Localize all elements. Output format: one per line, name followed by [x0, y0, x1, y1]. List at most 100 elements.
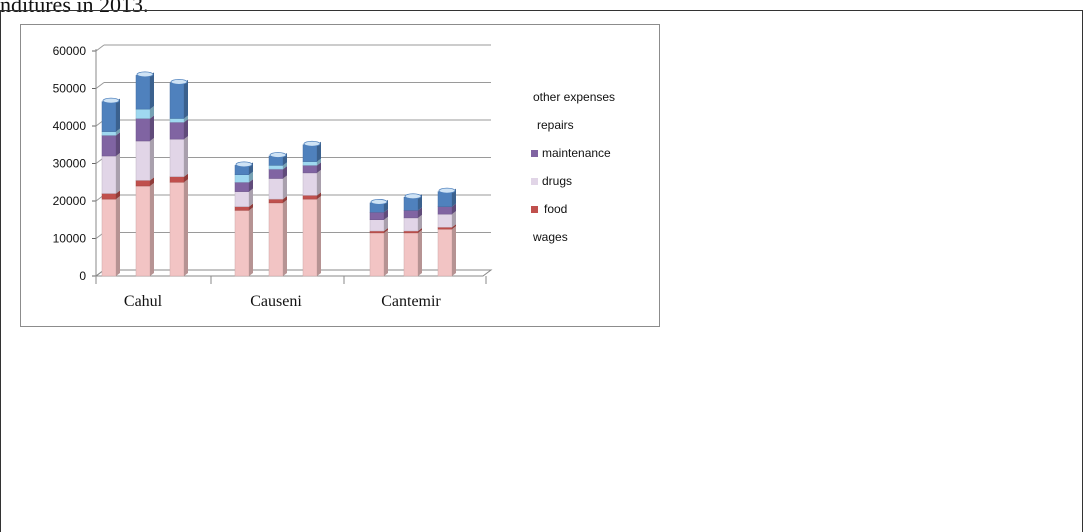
bar-segment-side	[452, 224, 456, 230]
legend-label: food	[544, 202, 568, 216]
bar-top-cap	[102, 97, 120, 104]
bar-segment	[169, 138, 185, 177]
bar-segment	[268, 202, 284, 277]
bar-segment	[369, 212, 385, 220]
bar-segment	[437, 228, 453, 277]
bar-segment-side	[317, 196, 321, 276]
bar-top-cap	[438, 187, 456, 194]
bar-segment-side	[249, 207, 253, 276]
bar-segment	[268, 198, 284, 204]
chart-container: 0 10000 20000 30000 40000 50000 60000 Cahul Caus…	[20, 24, 660, 327]
bar-segment-side	[283, 175, 287, 200]
page-frame-left-border	[0, 10, 1, 532]
bar-segment-side	[150, 183, 154, 276]
bar-segment-side	[184, 136, 188, 177]
bar-segment	[169, 82, 185, 119]
bar-segment	[403, 230, 419, 234]
bar-top-cap	[404, 193, 422, 200]
bar-segment	[302, 161, 318, 166]
bar-segment-side	[116, 98, 120, 132]
bar-segment	[135, 118, 151, 142]
legend-label: wages	[533, 230, 568, 244]
bar-top-cap	[170, 78, 188, 85]
y-tick-label: 10000	[53, 232, 87, 246]
bar-segment	[268, 168, 284, 179]
bar-segment-side	[184, 179, 188, 276]
x-category-label: Causeni	[250, 293, 302, 310]
bar-segment	[437, 191, 453, 207]
bar-segment	[403, 197, 419, 211]
bar-segment	[169, 176, 185, 183]
bar-segment-side	[116, 132, 120, 156]
chart-floor	[94, 269, 493, 277]
bar-segment	[302, 198, 318, 277]
page-frame	[0, 10, 1083, 532]
bar-segment	[169, 118, 185, 123]
bar-segment	[234, 210, 250, 277]
bar-segment-side	[150, 177, 154, 186]
bar-segment	[135, 185, 151, 277]
bar-segment-side	[116, 128, 120, 136]
legend-swatch	[531, 149, 538, 157]
bar-segment-side	[384, 216, 388, 231]
bar-segment	[437, 213, 453, 228]
bar-segment	[369, 230, 385, 234]
bar-segment	[101, 155, 117, 194]
legend-label: maintenance	[542, 146, 611, 160]
bar-segment-side	[184, 115, 188, 123]
legend-item: drugs	[531, 174, 572, 188]
bar-segment	[437, 227, 453, 230]
y-tick-label: 50000	[53, 82, 87, 96]
legend-item: other expenses	[533, 90, 615, 104]
bar-segment	[101, 198, 117, 277]
bar-segment-side	[184, 119, 188, 140]
bar-segment-side	[452, 226, 456, 276]
legend-label: drugs	[542, 174, 573, 188]
bar-segment	[101, 193, 117, 200]
bar-segment	[101, 101, 117, 132]
bar-segment-side	[317, 169, 321, 196]
bar-segment-side	[184, 173, 188, 183]
bar-top-cap	[370, 198, 388, 205]
bar-segment-side	[317, 158, 321, 166]
y-tick-label: 20000	[53, 194, 87, 208]
bar-segment	[135, 140, 151, 181]
bar-segment-side	[384, 209, 388, 220]
bar-segment-side	[418, 229, 422, 276]
y-tick-label: 30000	[53, 157, 87, 171]
legend-label: other expenses	[533, 90, 616, 104]
bar-segment	[234, 174, 250, 183]
bar-segment	[369, 232, 385, 277]
bar-segment-side	[418, 214, 422, 231]
bar-top-cap	[269, 152, 287, 158]
bar-segment-side	[283, 199, 287, 276]
bar-segment	[268, 178, 284, 200]
bar-segment	[234, 206, 250, 211]
bar-segment	[135, 180, 151, 187]
bar-segment-side	[150, 138, 154, 181]
bar-segment-side	[283, 162, 287, 170]
bar-segment-side	[283, 166, 287, 179]
bar-segment	[302, 165, 318, 174]
y-tick-label: 40000	[53, 119, 87, 133]
legend-swatch	[531, 205, 538, 213]
bar-segment	[302, 144, 318, 162]
bar-segment	[101, 135, 117, 157]
gridline-depth	[95, 44, 105, 52]
bar-segment-side	[452, 188, 456, 207]
bar-segment	[135, 75, 151, 110]
bar-segment	[234, 191, 250, 207]
legend-item: maintenance	[531, 146, 611, 160]
bar-segment-side	[384, 229, 388, 276]
gridline-depth	[95, 82, 105, 89]
y-tick-label: 0	[79, 269, 86, 283]
stacked-bar-chart: 0 10000 20000 30000 40000 50000 60000 Cahul Caus…	[53, 44, 493, 310]
bar-segment	[135, 108, 151, 119]
x-category-label: Cantemir	[381, 293, 441, 310]
legend-item: food	[531, 202, 567, 216]
bar-segment	[369, 219, 385, 232]
bar-segment-side	[452, 211, 456, 228]
y-tick-label: 60000	[53, 44, 87, 58]
bar-segment-side	[249, 188, 253, 207]
bar-segment-side	[283, 196, 287, 203]
